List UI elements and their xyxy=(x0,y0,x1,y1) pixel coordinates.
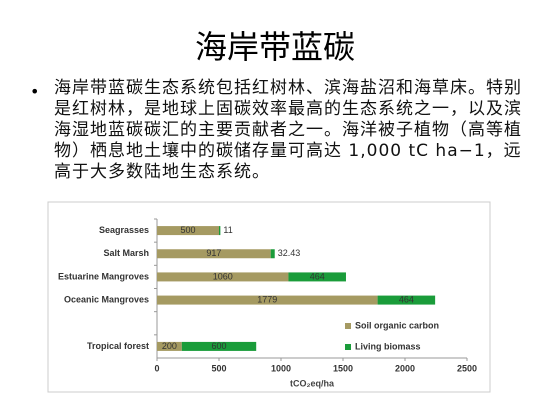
x-tick-label: 2500 xyxy=(457,363,477,373)
bar-segment xyxy=(157,295,378,305)
x-tick-label: 500 xyxy=(211,363,226,373)
slide-title: 海岸带蓝碳 xyxy=(194,28,355,66)
legend-swatch xyxy=(345,344,351,350)
y-tick-label: Tropical forest xyxy=(87,341,149,351)
legend-swatch xyxy=(345,323,351,329)
y-tick-label: Seagrasses xyxy=(99,225,149,235)
bar-segment xyxy=(157,341,182,351)
bar-segment xyxy=(181,341,257,351)
legend-label: Soil organic carbon xyxy=(355,320,439,330)
data-label: 1060 xyxy=(213,271,233,281)
data-label: 464 xyxy=(399,294,414,304)
bar-segment xyxy=(270,249,275,259)
y-tick-label: Salt Marsh xyxy=(103,248,149,258)
bar-segment xyxy=(377,295,436,305)
bar-segment xyxy=(157,249,271,259)
x-axis-label: tCO₂eq/ha xyxy=(290,378,335,388)
bar-segment xyxy=(157,226,219,236)
x-tick-label: 2000 xyxy=(395,363,415,373)
legend-label: Living biomass xyxy=(355,341,421,351)
data-label: 464 xyxy=(310,271,325,281)
data-label: 500 xyxy=(180,225,195,235)
data-label: 11 xyxy=(223,225,232,235)
data-label: 1779 xyxy=(257,294,277,304)
y-tick-label: Oceanic Mangroves xyxy=(64,294,149,304)
x-tick-label: 1000 xyxy=(271,363,291,373)
x-tick-label: 0 xyxy=(154,363,159,373)
bullet-text: 海岸带蓝碳生态系统包括红树林、滨海盐沼和海草床。特别是红树林，是地球上固碳效率最… xyxy=(54,78,522,182)
bar-segment xyxy=(157,272,289,282)
bar-segment xyxy=(219,226,221,236)
bullet-dot: • xyxy=(30,82,40,101)
y-tick-label: Estuarine Mangroves xyxy=(58,271,149,281)
data-label: 32.43 xyxy=(278,248,301,258)
x-tick-label: 1500 xyxy=(333,363,353,373)
data-label: 917 xyxy=(206,248,221,258)
data-label: 200 xyxy=(162,341,177,351)
bar-segment xyxy=(288,272,346,282)
data-label: 600 xyxy=(211,341,226,351)
